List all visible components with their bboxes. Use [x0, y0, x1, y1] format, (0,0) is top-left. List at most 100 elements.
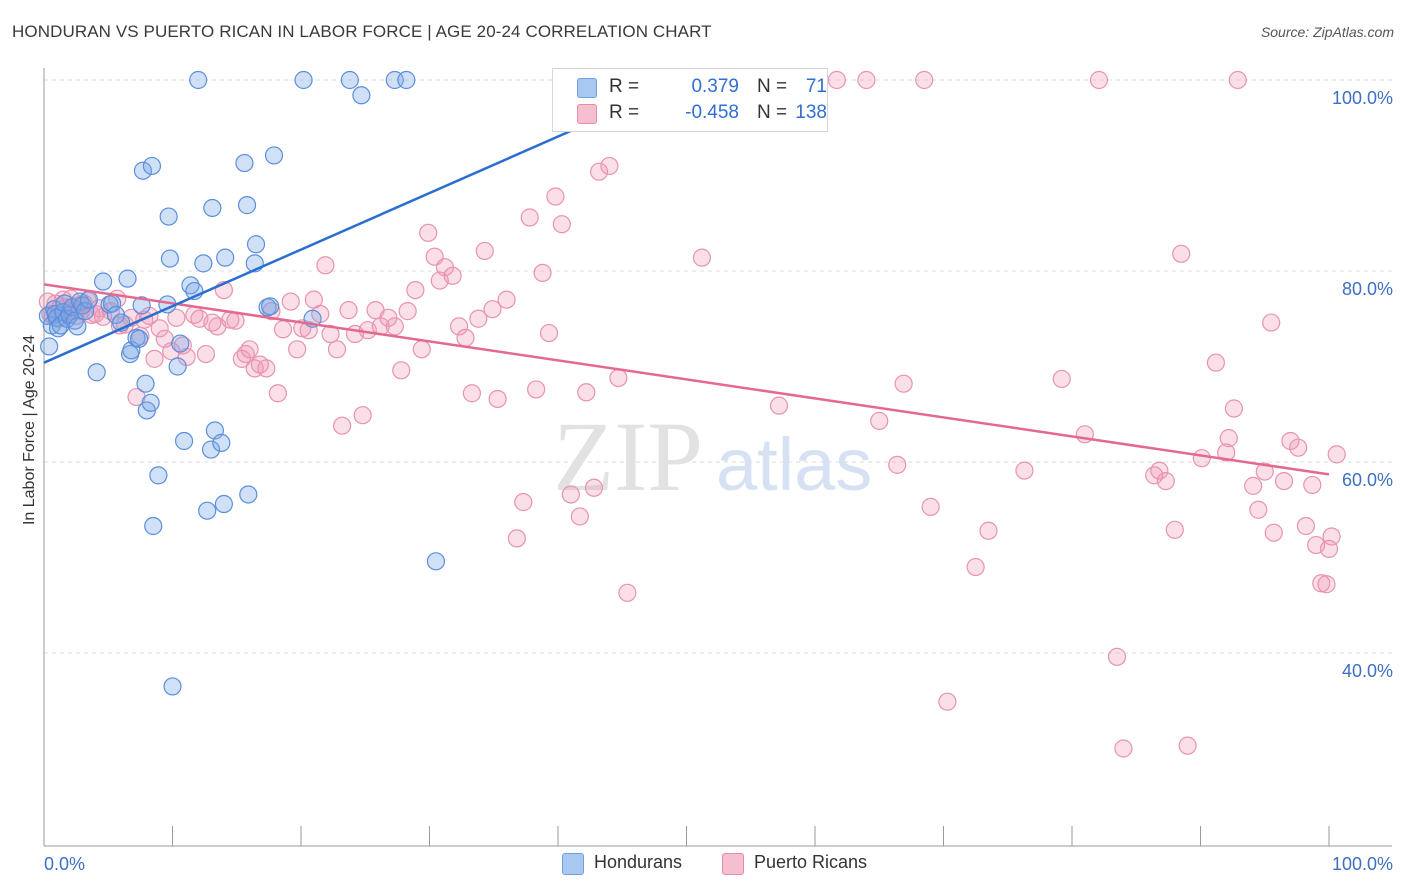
puerto-rican-point — [273, 320, 293, 339]
puerto-rican-point — [921, 497, 940, 516]
honduran-point — [426, 552, 446, 571]
legend-n-label: N = — [757, 76, 788, 97]
puerto-rican-point — [475, 241, 494, 261]
y-tick-label: 100.0% — [1332, 88, 1393, 108]
puerto-rican-point — [1150, 461, 1169, 480]
puerto-rican-point — [353, 406, 372, 425]
honduran-point — [76, 302, 95, 321]
puerto-rican-point — [584, 478, 604, 497]
puerto-rican-point — [552, 215, 571, 234]
y-tick-label: 40.0% — [1342, 661, 1393, 681]
puerto-rican-point — [1322, 527, 1341, 546]
puerto-rican-point — [570, 507, 589, 526]
puerto-rican-point — [385, 317, 404, 336]
puerto-rican-point — [618, 583, 637, 602]
puerto-rican-point — [1249, 500, 1268, 519]
puerto-rican-point — [1296, 516, 1315, 536]
puerto-rican-point — [268, 384, 287, 403]
puerto-rican-point — [1114, 739, 1133, 758]
puerto-rican-point — [173, 336, 192, 355]
puerto-rican-point — [979, 521, 998, 540]
puerto-rican-point — [692, 248, 712, 267]
puerto-rican-point — [1015, 461, 1034, 480]
bottom-legend-swatch-hondurans — [562, 853, 584, 875]
puerto-rican-point — [483, 300, 502, 319]
honduran-point — [159, 207, 178, 226]
puerto-rican-point — [827, 70, 846, 90]
puerto-rican-point — [1206, 353, 1226, 372]
honduran-point — [235, 153, 254, 173]
watermark-zip: ZIP — [553, 401, 703, 512]
axis-layer — [43, 68, 1392, 847]
puerto-rican-point — [1289, 438, 1308, 457]
puerto-rican-point — [497, 290, 516, 309]
bottom-legend-swatch-puerto-ricans — [722, 853, 744, 875]
puerto-rican-point — [966, 557, 985, 577]
honduran-point — [352, 86, 371, 105]
puerto-rican-point — [288, 340, 307, 359]
honduran-point — [216, 248, 235, 267]
honduran-point — [87, 363, 106, 382]
legend-swatch-hondurans — [577, 78, 597, 98]
honduran-point — [133, 161, 153, 180]
honduran-point — [397, 70, 416, 90]
honduran-point — [261, 297, 280, 316]
honduran-point — [68, 317, 87, 336]
puerto-rican-trend-line — [43, 283, 1330, 476]
puerto-rican-point — [539, 323, 559, 343]
puerto-rican-point — [406, 281, 425, 300]
puerto-rican-point — [327, 340, 347, 359]
puerto-rican-point — [299, 321, 318, 340]
puerto-rican-point — [281, 292, 300, 311]
honduran-point — [214, 494, 233, 514]
legend-n-value: 71 — [805, 76, 827, 97]
honduran-point — [237, 196, 257, 215]
bottom-legend-label: Hondurans — [594, 852, 683, 872]
honduran-point — [142, 156, 162, 176]
puerto-rican-point — [1303, 475, 1322, 495]
legend-r-value: -0.458 — [685, 102, 739, 123]
puerto-rican-point — [240, 340, 259, 359]
puerto-rican-point — [392, 361, 411, 380]
puerto-rican-point — [938, 692, 957, 711]
puerto-rican-point — [590, 162, 609, 181]
puerto-rican-point — [398, 302, 417, 321]
puerto-rican-point — [1172, 244, 1191, 263]
puerto-rican-point — [1178, 736, 1197, 755]
puerto-rican-point — [469, 309, 488, 328]
honduran-point — [79, 290, 99, 309]
puerto-rican-point — [443, 266, 462, 285]
puerto-rican-point — [546, 187, 565, 206]
puerto-rican-point — [609, 368, 628, 388]
puerto-rican-point — [167, 308, 186, 327]
puerto-rican-point — [1156, 472, 1175, 491]
puerto-rican-point — [1274, 472, 1294, 491]
puerto-rican-point — [462, 384, 482, 403]
puerto-rican-point — [894, 374, 913, 393]
puerto-rican-point — [520, 208, 539, 227]
puerto-rican-point — [769, 396, 789, 415]
tick-labels: 100.0% 80.0% 60.0% 40.0% 0.0% 100.0% — [44, 88, 1393, 874]
puerto-rican-point — [1255, 462, 1274, 481]
puerto-rican-point — [915, 70, 934, 90]
honduran-point — [246, 235, 266, 254]
puerto-rican-point — [150, 319, 169, 338]
bottom-legend-label: Puerto Ricans — [754, 852, 868, 872]
honduran-point — [194, 254, 213, 273]
honduran-point — [144, 516, 163, 536]
legend-n-label: N = — [757, 102, 788, 123]
puerto-rican-point — [488, 389, 507, 409]
honduran-point — [118, 269, 137, 288]
honduran-point — [198, 501, 217, 520]
puerto-rican-point — [419, 223, 438, 242]
puerto-rican-point — [1264, 523, 1283, 542]
puerto-rican-point — [257, 359, 276, 378]
puerto-rican-point — [1192, 449, 1211, 468]
honduran-point — [163, 677, 182, 696]
honduran-point — [40, 337, 59, 356]
puerto-rican-point — [888, 455, 907, 474]
legend-r-label: R = — [609, 102, 640, 123]
puerto-rican-point — [449, 317, 469, 336]
x-tick-label: 0.0% — [44, 854, 85, 874]
puerto-rican-point — [1107, 647, 1127, 666]
